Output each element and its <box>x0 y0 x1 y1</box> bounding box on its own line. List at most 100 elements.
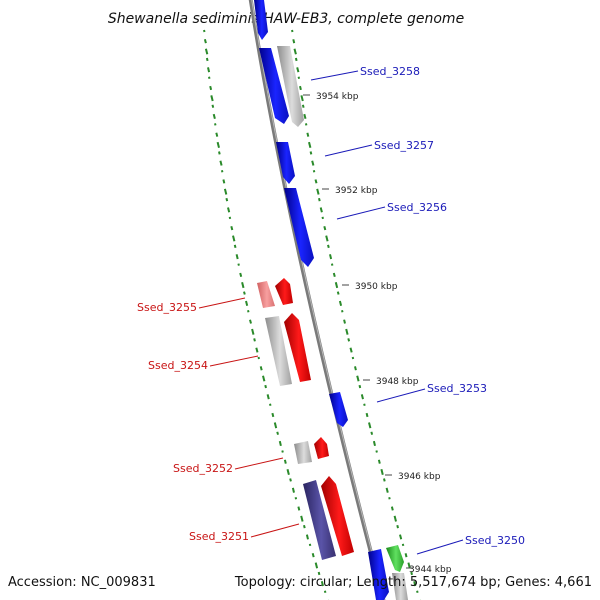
gene-ssed-3250-green[interactable] <box>386 545 404 572</box>
gene-ssed-3255-pale[interactable] <box>257 281 275 308</box>
gc-tick <box>225 197 229 202</box>
kbp-label-3948: 3948 kbp <box>376 377 419 387</box>
gc-tick <box>232 235 236 242</box>
gc-track-right <box>291 29 422 600</box>
gc-tick <box>312 169 316 173</box>
gc-tick <box>289 478 292 482</box>
gene-ssed-3254-red[interactable] <box>284 313 311 382</box>
gene-ssed-3250-blue[interactable] <box>368 549 389 600</box>
gc-tick <box>293 48 297 55</box>
gc-tick <box>416 590 419 593</box>
gc-tick <box>336 291 340 295</box>
gc-tick <box>230 225 234 231</box>
gc-tick <box>259 366 263 371</box>
gc-tick <box>385 487 389 493</box>
gc-tick <box>281 450 284 453</box>
gene-ssed-3251-slate[interactable] <box>303 480 336 560</box>
gc-tick <box>223 188 228 195</box>
gc-tick <box>327 244 330 249</box>
gc-tick <box>388 496 391 500</box>
gc-tick <box>393 515 397 522</box>
gc-tick <box>311 160 315 166</box>
gene-label-ssed-3250[interactable]: Ssed_3250 <box>465 534 525 547</box>
gene-label-ssed-3258[interactable]: Ssed_3258 <box>360 65 420 78</box>
gc-tick <box>356 375 360 382</box>
gc-tick <box>343 319 346 324</box>
gc-tick <box>354 366 357 371</box>
gc-tick <box>383 478 386 482</box>
gc-tick <box>233 244 237 249</box>
gc-tick <box>292 39 296 44</box>
gc-tick <box>204 48 209 55</box>
gene-ssed-3252-grey[interactable] <box>294 441 312 464</box>
gene-ssed-3256[interactable] <box>284 188 314 267</box>
gc-tick <box>360 394 364 400</box>
gc-tick <box>257 356 260 360</box>
gc-tick <box>211 104 215 108</box>
gc-tick <box>309 151 313 155</box>
gc-tick <box>262 375 266 382</box>
gc-tick <box>210 95 214 102</box>
kbp-label-3950: 3950 kbp <box>355 282 398 292</box>
gc-tick <box>251 328 255 335</box>
gc-tick <box>278 440 282 447</box>
accession-text: Accession: NC_009831 <box>8 575 156 590</box>
gc-tick <box>269 403 272 407</box>
gene-ssed-3258-grey[interactable] <box>277 46 304 127</box>
gene-label-ssed-3251[interactable]: Ssed_3251 <box>189 530 249 543</box>
gc-tick <box>300 515 304 522</box>
gene-ssed-3255-red[interactable] <box>275 278 293 305</box>
gc-tick <box>303 113 307 120</box>
gc-tick <box>303 524 306 529</box>
gene-ssed-3254-grey[interactable] <box>265 316 292 386</box>
gc-tick <box>205 57 209 62</box>
gc-tick <box>311 553 315 558</box>
gene-top-partial[interactable] <box>254 0 268 40</box>
gene-ssed-3252-red[interactable] <box>314 437 329 459</box>
gc-track-left <box>203 29 330 600</box>
gene-label-ssed-3257[interactable]: Ssed_3257 <box>374 139 434 152</box>
gc-tick <box>299 85 302 91</box>
gene-bottom-grey[interactable] <box>392 573 408 600</box>
gc-tick <box>325 235 329 242</box>
gc-tick <box>245 300 249 306</box>
gc-tick <box>399 534 403 540</box>
gc-tick <box>276 431 279 435</box>
gene-label-ssed-3252[interactable]: Ssed_3252 <box>173 462 233 475</box>
kbp-label-3944: 3944 kbp <box>409 565 452 575</box>
genome-backbone <box>248 0 386 600</box>
gc-tick <box>209 85 213 91</box>
map-title: Shewanella sediminis HAW-EB3, complete g… <box>108 11 464 27</box>
gene-label-ssed-3253[interactable]: Ssed_3253 <box>427 382 487 395</box>
gc-tick <box>235 254 239 260</box>
gc-tick <box>266 394 270 400</box>
gc-tick <box>296 67 300 73</box>
gc-tick <box>219 160 223 166</box>
gc-tick <box>271 412 275 418</box>
gene-ssed-3257[interactable] <box>276 142 295 184</box>
gene-label-ssed-3254[interactable]: Ssed_3254 <box>148 359 208 372</box>
gc-tick <box>390 506 394 511</box>
gc-tick <box>273 422 278 429</box>
gc-tick <box>214 123 217 126</box>
kbp-label-3952: 3952 kbp <box>335 186 378 196</box>
gc-tick <box>294 496 298 500</box>
gc-tick <box>363 403 366 407</box>
gc-tick <box>247 310 250 313</box>
gene-label-ssed-3255[interactable]: Ssed_3255 <box>137 301 197 314</box>
gc-tick <box>377 459 381 464</box>
gc-tick <box>347 338 351 342</box>
gc-tick <box>301 104 305 108</box>
gene-ssed-3258-blue[interactable] <box>259 48 289 124</box>
gc-tick <box>380 468 384 476</box>
gene-ssed-3251-red[interactable] <box>321 476 354 556</box>
gc-tick <box>318 197 321 202</box>
gc-tick <box>215 132 219 137</box>
gc-tick <box>203 29 206 33</box>
gc-tick <box>330 263 334 266</box>
gene-ssed-3253[interactable] <box>329 392 348 427</box>
gc-tick <box>323 225 327 231</box>
gene-label-ssed-3256[interactable]: Ssed_3256 <box>387 201 447 214</box>
gc-tick <box>308 141 312 148</box>
